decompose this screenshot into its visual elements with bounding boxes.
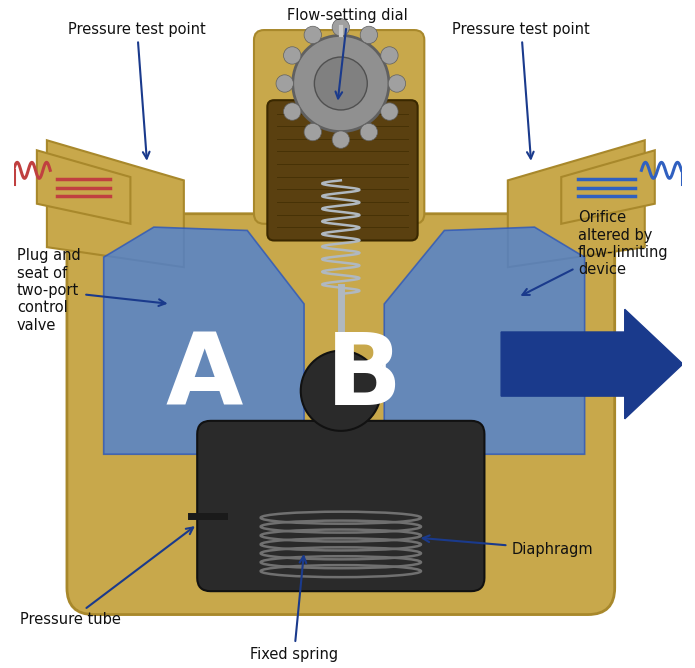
Text: B: B [326, 329, 402, 426]
FancyBboxPatch shape [67, 214, 614, 615]
Circle shape [389, 75, 406, 92]
Text: Plug and
seat of
two-port
control
valve: Plug and seat of two-port control valve [17, 248, 165, 333]
Circle shape [284, 103, 301, 120]
Circle shape [381, 103, 398, 120]
FancyBboxPatch shape [268, 100, 418, 240]
FancyBboxPatch shape [254, 30, 425, 224]
Text: Pressure test point: Pressure test point [68, 22, 206, 158]
Polygon shape [47, 140, 184, 267]
Circle shape [332, 131, 350, 148]
FancyBboxPatch shape [197, 421, 484, 591]
Circle shape [360, 124, 377, 141]
Text: A: A [165, 329, 243, 426]
Circle shape [381, 47, 398, 64]
Text: Pressure test point: Pressure test point [452, 22, 590, 158]
Polygon shape [508, 140, 645, 267]
Circle shape [276, 75, 293, 92]
Text: Fixed spring: Fixed spring [250, 556, 338, 661]
Polygon shape [501, 309, 682, 419]
Polygon shape [37, 150, 131, 224]
Circle shape [304, 26, 322, 43]
Text: Orifice
altered by
flow-limiting
device: Orifice altered by flow-limiting device [523, 210, 669, 295]
Circle shape [360, 26, 377, 43]
Text: Pressure tube: Pressure tube [20, 528, 193, 627]
Circle shape [314, 57, 367, 110]
Circle shape [293, 35, 389, 132]
Circle shape [304, 124, 322, 141]
Text: Diaphragm: Diaphragm [423, 536, 593, 556]
Text: Flow-setting dial: Flow-setting dial [287, 9, 408, 98]
Circle shape [332, 19, 350, 36]
Circle shape [301, 351, 381, 431]
Polygon shape [384, 227, 584, 454]
Circle shape [284, 47, 301, 64]
Polygon shape [104, 227, 304, 454]
Polygon shape [562, 150, 655, 224]
